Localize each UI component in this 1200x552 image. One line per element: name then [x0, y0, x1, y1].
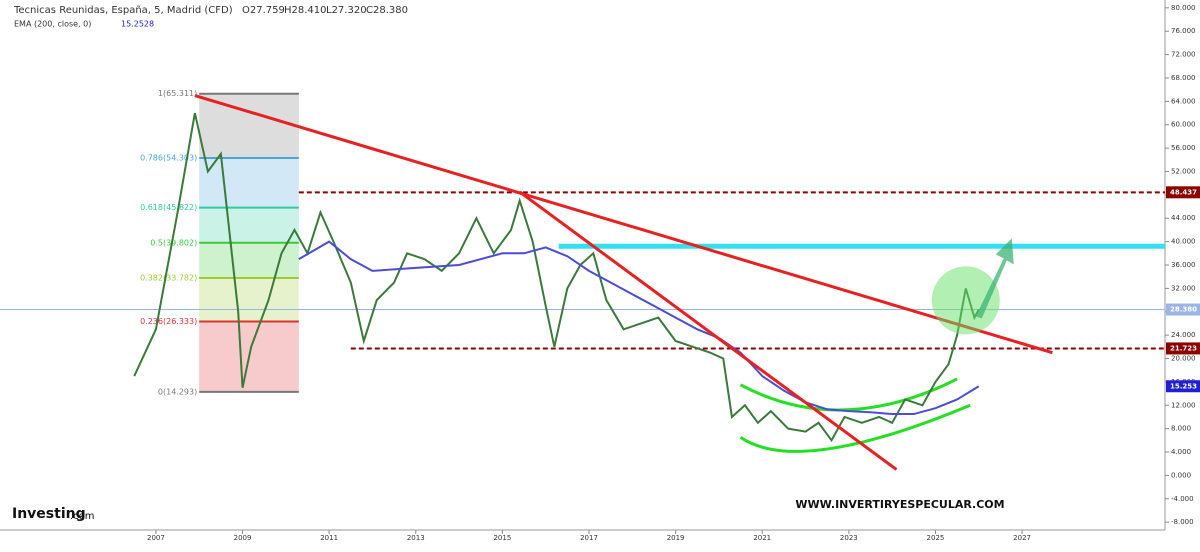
axis-label: 15.253: [1170, 382, 1197, 390]
series-line: [133, 112, 980, 443]
fib-band: [199, 242, 299, 278]
y-tick-label: 60.000: [1171, 121, 1196, 129]
y-tick-label: 36.000: [1171, 261, 1196, 269]
chart-title: Tecnicas Reunidas, España, 5, Madrid (CF…: [13, 5, 233, 16]
x-tick-label: 2013: [407, 534, 425, 542]
y-tick-label: 56.000: [1171, 144, 1196, 152]
x-tick-label: 2017: [580, 534, 598, 542]
fib-label: 1(65.311): [158, 89, 197, 98]
x-tick-label: 2025: [927, 534, 945, 542]
fib-label: 0.382(33.782): [140, 273, 197, 282]
ohlc-high: H28.410: [284, 5, 327, 16]
series-line: [298, 240, 980, 416]
axis-label: 21.723: [1170, 344, 1197, 352]
y-tick-label: 72.000: [1171, 51, 1196, 59]
arrow: [975, 238, 1014, 319]
y-tick-label: 76.000: [1171, 27, 1196, 35]
fib-label: 0(14.293): [158, 387, 197, 396]
x-tick-label: 2019: [667, 534, 685, 542]
axis-label: 28.380: [1170, 306, 1197, 314]
y-tick-label: 44.000: [1171, 214, 1196, 222]
y-tick-label: 68.000: [1171, 74, 1196, 82]
x-tick-label: 2023: [840, 534, 858, 542]
logo-suffix: .com: [70, 511, 95, 522]
x-tick-label: 2027: [1013, 534, 1031, 542]
fib-label: 0.618(45.822): [140, 203, 197, 212]
trendline: [194, 94, 1053, 355]
y-tick-label: 64.000: [1171, 97, 1196, 105]
fib-band: [199, 93, 299, 159]
x-tick-label: 2015: [493, 534, 511, 542]
axis-label-box: [1166, 342, 1200, 355]
watermark: WWW.INVERTIRYESPECULAR.COM: [795, 498, 1004, 511]
fib-label: 0.236(26.333): [140, 317, 197, 326]
x-tick-label: 2007: [147, 534, 165, 542]
y-tick-label: 52.000: [1171, 167, 1196, 175]
y-tick-label: 24.000: [1171, 331, 1196, 339]
y-tick-label: 32.000: [1171, 284, 1196, 292]
y-tick-label: 0.000: [1171, 471, 1191, 479]
ohlc-open: O27.759: [242, 5, 285, 16]
axis-label-box: [1166, 380, 1200, 393]
indicator-label: EMA (200, close, 0): [14, 20, 91, 29]
y-tick-label: 4.000: [1171, 448, 1191, 456]
fib-band: [199, 158, 299, 208]
fib-label: 0.5(39.802): [150, 238, 197, 247]
fib-label: 0.786(54.303): [140, 154, 197, 163]
x-tick-label: 2009: [234, 534, 252, 542]
y-tick-label: 80.000: [1171, 4, 1196, 12]
y-tick-label: 20.000: [1171, 355, 1196, 363]
y-tick-label: 40.000: [1171, 238, 1196, 246]
x-tick-label: 2021: [753, 534, 771, 542]
indicator-value: 15.2528: [121, 20, 154, 29]
axis-label-box: [1166, 303, 1200, 316]
axis-label-box: [1166, 186, 1200, 199]
y-tick-label: 12.000: [1171, 401, 1196, 409]
y-tick-label: 8.000: [1171, 425, 1191, 433]
highlight-circle: [931, 266, 1000, 335]
x-tick-label: 2011: [320, 534, 338, 542]
fib-band: [199, 277, 299, 322]
logo: Investing: [12, 506, 86, 522]
curve: [739, 403, 971, 453]
ohlc-close: C28.380: [366, 5, 408, 16]
y-tick-label: -8.000: [1171, 518, 1194, 526]
fib-band: [199, 207, 299, 243]
trendline: [518, 190, 898, 471]
y-tick-label: -4.000: [1171, 495, 1194, 503]
ohlc-low: L27.320: [326, 5, 367, 16]
axis-label: 48.437: [1170, 188, 1197, 196]
